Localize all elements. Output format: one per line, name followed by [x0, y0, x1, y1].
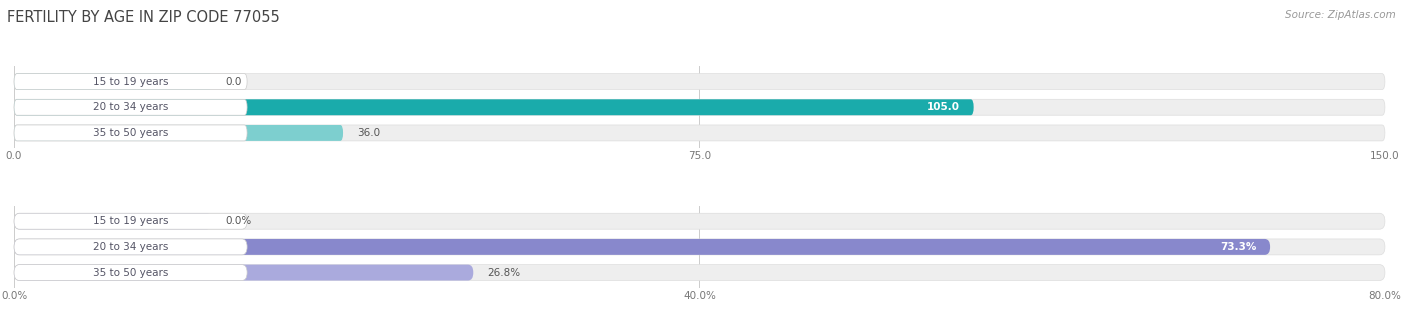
FancyBboxPatch shape	[14, 125, 1385, 141]
Text: 20 to 34 years: 20 to 34 years	[93, 102, 169, 112]
Text: Source: ZipAtlas.com: Source: ZipAtlas.com	[1285, 10, 1396, 20]
FancyBboxPatch shape	[14, 99, 1385, 115]
Text: 73.3%: 73.3%	[1220, 242, 1257, 252]
Text: 35 to 50 years: 35 to 50 years	[93, 128, 169, 138]
FancyBboxPatch shape	[14, 264, 474, 281]
Text: 15 to 19 years: 15 to 19 years	[93, 76, 169, 87]
FancyBboxPatch shape	[14, 239, 1385, 255]
FancyBboxPatch shape	[14, 264, 247, 281]
FancyBboxPatch shape	[14, 125, 247, 141]
Text: FERTILITY BY AGE IN ZIP CODE 77055: FERTILITY BY AGE IN ZIP CODE 77055	[7, 10, 280, 25]
Text: 105.0: 105.0	[927, 102, 960, 112]
Text: 15 to 19 years: 15 to 19 years	[93, 216, 169, 226]
FancyBboxPatch shape	[14, 73, 212, 90]
FancyBboxPatch shape	[14, 239, 1270, 255]
FancyBboxPatch shape	[14, 264, 1385, 281]
FancyBboxPatch shape	[14, 125, 343, 141]
Text: 20 to 34 years: 20 to 34 years	[93, 242, 169, 252]
Text: 26.8%: 26.8%	[486, 267, 520, 278]
FancyBboxPatch shape	[14, 73, 1385, 90]
Text: 35 to 50 years: 35 to 50 years	[93, 267, 169, 278]
FancyBboxPatch shape	[14, 213, 212, 229]
FancyBboxPatch shape	[14, 213, 1385, 229]
FancyBboxPatch shape	[14, 239, 247, 255]
FancyBboxPatch shape	[14, 73, 247, 90]
Text: 0.0%: 0.0%	[226, 216, 252, 226]
FancyBboxPatch shape	[14, 99, 247, 115]
FancyBboxPatch shape	[14, 213, 247, 229]
Text: 0.0: 0.0	[226, 76, 242, 87]
FancyBboxPatch shape	[14, 99, 974, 115]
Text: 36.0: 36.0	[357, 128, 380, 138]
